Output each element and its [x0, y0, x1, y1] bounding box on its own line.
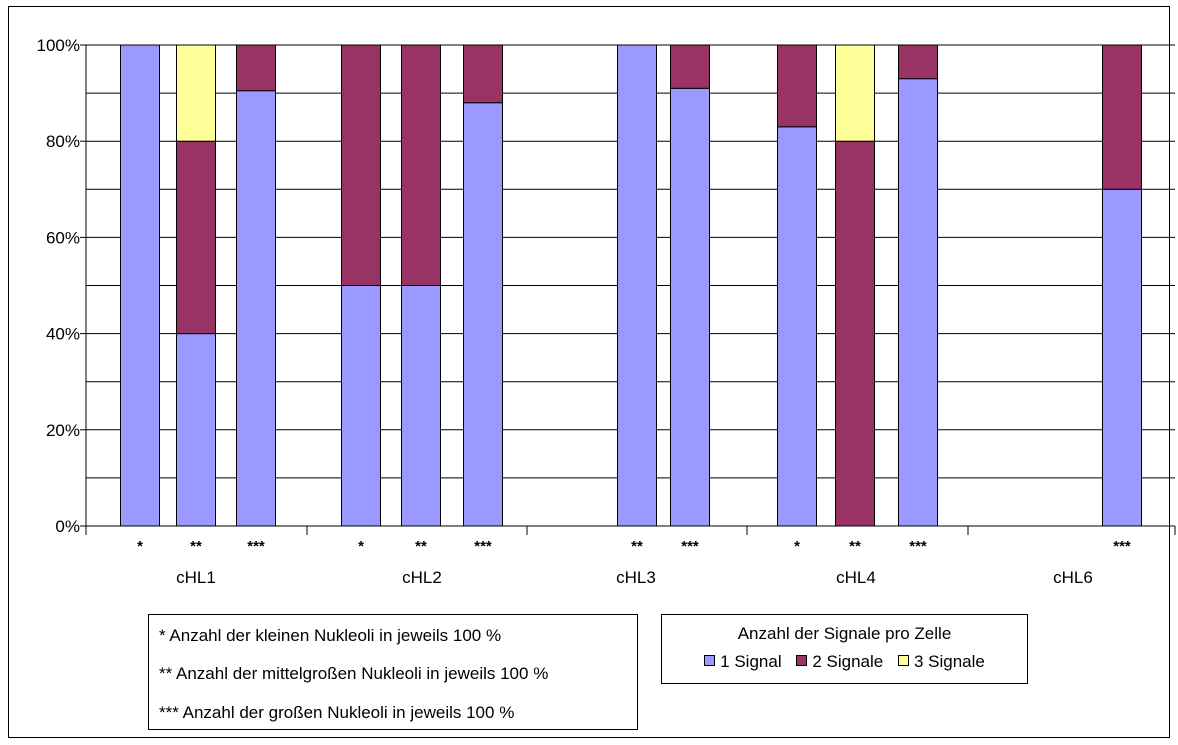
bar-segment-chl2-1 — [341, 285, 381, 527]
legend-item-3-signale: 3 Signale — [897, 652, 985, 672]
bar-segment-chl2-2 — [341, 44, 381, 286]
bar-segment-chl1-2 — [176, 140, 216, 335]
group-label: cHL2 — [402, 568, 442, 587]
bar-segment-chl1-2 — [236, 44, 276, 92]
bar-size-label: *** — [681, 538, 699, 555]
bar-size-label: ** — [849, 538, 861, 555]
bar-segment-chl2-1 — [463, 102, 503, 527]
legend-item-1-signal: 1 Signal — [704, 652, 782, 672]
bar-size-label: ** — [631, 538, 643, 555]
legend-items: 1 Signal 2 Signale 3 Signale — [662, 652, 1027, 672]
legend: Anzahl der Signale pro Zelle 1 Signal 2 … — [661, 614, 1028, 684]
legend-swatch-2-signale — [796, 655, 808, 666]
bar-segment-chl4-2 — [898, 44, 938, 80]
bar-size-label: *** — [247, 538, 265, 555]
bar-segment-chl6-1 — [1102, 188, 1142, 527]
bar-size-label: *** — [474, 538, 492, 555]
bar-segment-chl3-2 — [670, 44, 710, 89]
y-tick-label: 0% — [55, 517, 80, 536]
bar-size-label: *** — [909, 538, 927, 555]
bar-segment-chl6-2 — [1102, 44, 1142, 190]
legend-label-2-signale: 2 Signale — [812, 652, 884, 671]
bar-segment-chl4-2 — [777, 44, 817, 128]
bar-size-label: *** — [1113, 538, 1131, 555]
bar-segment-chl4-2 — [835, 140, 875, 527]
bar-segment-chl1-1 — [176, 333, 216, 527]
bar-size-label: ** — [415, 538, 427, 555]
group-label: cHL4 — [836, 568, 876, 587]
legend-title: Anzahl der Signale pro Zelle — [737, 624, 952, 643]
y-tick-label: 40% — [46, 325, 80, 344]
bar-size-label: * — [358, 538, 364, 555]
legend-swatch-1-signal — [704, 655, 716, 666]
y-tick-label: 80% — [46, 132, 80, 151]
bar-segment-chl3-1 — [617, 44, 657, 527]
y-tick-label: 20% — [46, 421, 80, 440]
notes-box: * Anzahl der kleinen Nukleoli in jeweils… — [148, 614, 638, 730]
legend-item-2-signale: 2 Signale — [796, 652, 883, 672]
bar-segment-chl2-1 — [401, 285, 441, 527]
legend-swatch-3-signale — [897, 655, 909, 666]
bar-size-label: ** — [190, 538, 202, 555]
note-medium: ** Anzahl der mittelgroßen Nukleoli in j… — [159, 664, 549, 683]
bar-segment-chl2-2 — [401, 44, 441, 286]
bar-size-label: * — [137, 538, 143, 555]
bar-segment-chl1-1 — [120, 44, 160, 527]
bar-segment-chl3-1 — [670, 87, 710, 527]
y-tick-label: 60% — [46, 228, 80, 247]
legend-label-1-signal: 1 Signal — [720, 652, 782, 671]
y-tick-label: 100% — [37, 36, 80, 55]
note-large: *** Anzahl der großen Nukleoli in jeweil… — [159, 703, 515, 722]
bar-segment-chl2-2 — [463, 44, 503, 104]
note-small: * Anzahl der kleinen Nukleoli in jeweils… — [159, 626, 502, 645]
group-label: cHL6 — [1053, 568, 1093, 587]
bar-segment-chl1-3 — [176, 44, 216, 142]
bar-segment-chl4-3 — [835, 44, 875, 142]
group-label: cHL1 — [176, 568, 216, 587]
bar-segment-chl4-1 — [777, 126, 817, 527]
chart-frame — [8, 6, 1170, 738]
bar-segment-chl1-1 — [236, 90, 276, 527]
group-label: cHL3 — [616, 568, 656, 587]
bar-segment-chl4-1 — [898, 78, 938, 527]
legend-label-3-signale: 3 Signale — [913, 652, 985, 671]
bar-size-label: * — [794, 538, 800, 555]
